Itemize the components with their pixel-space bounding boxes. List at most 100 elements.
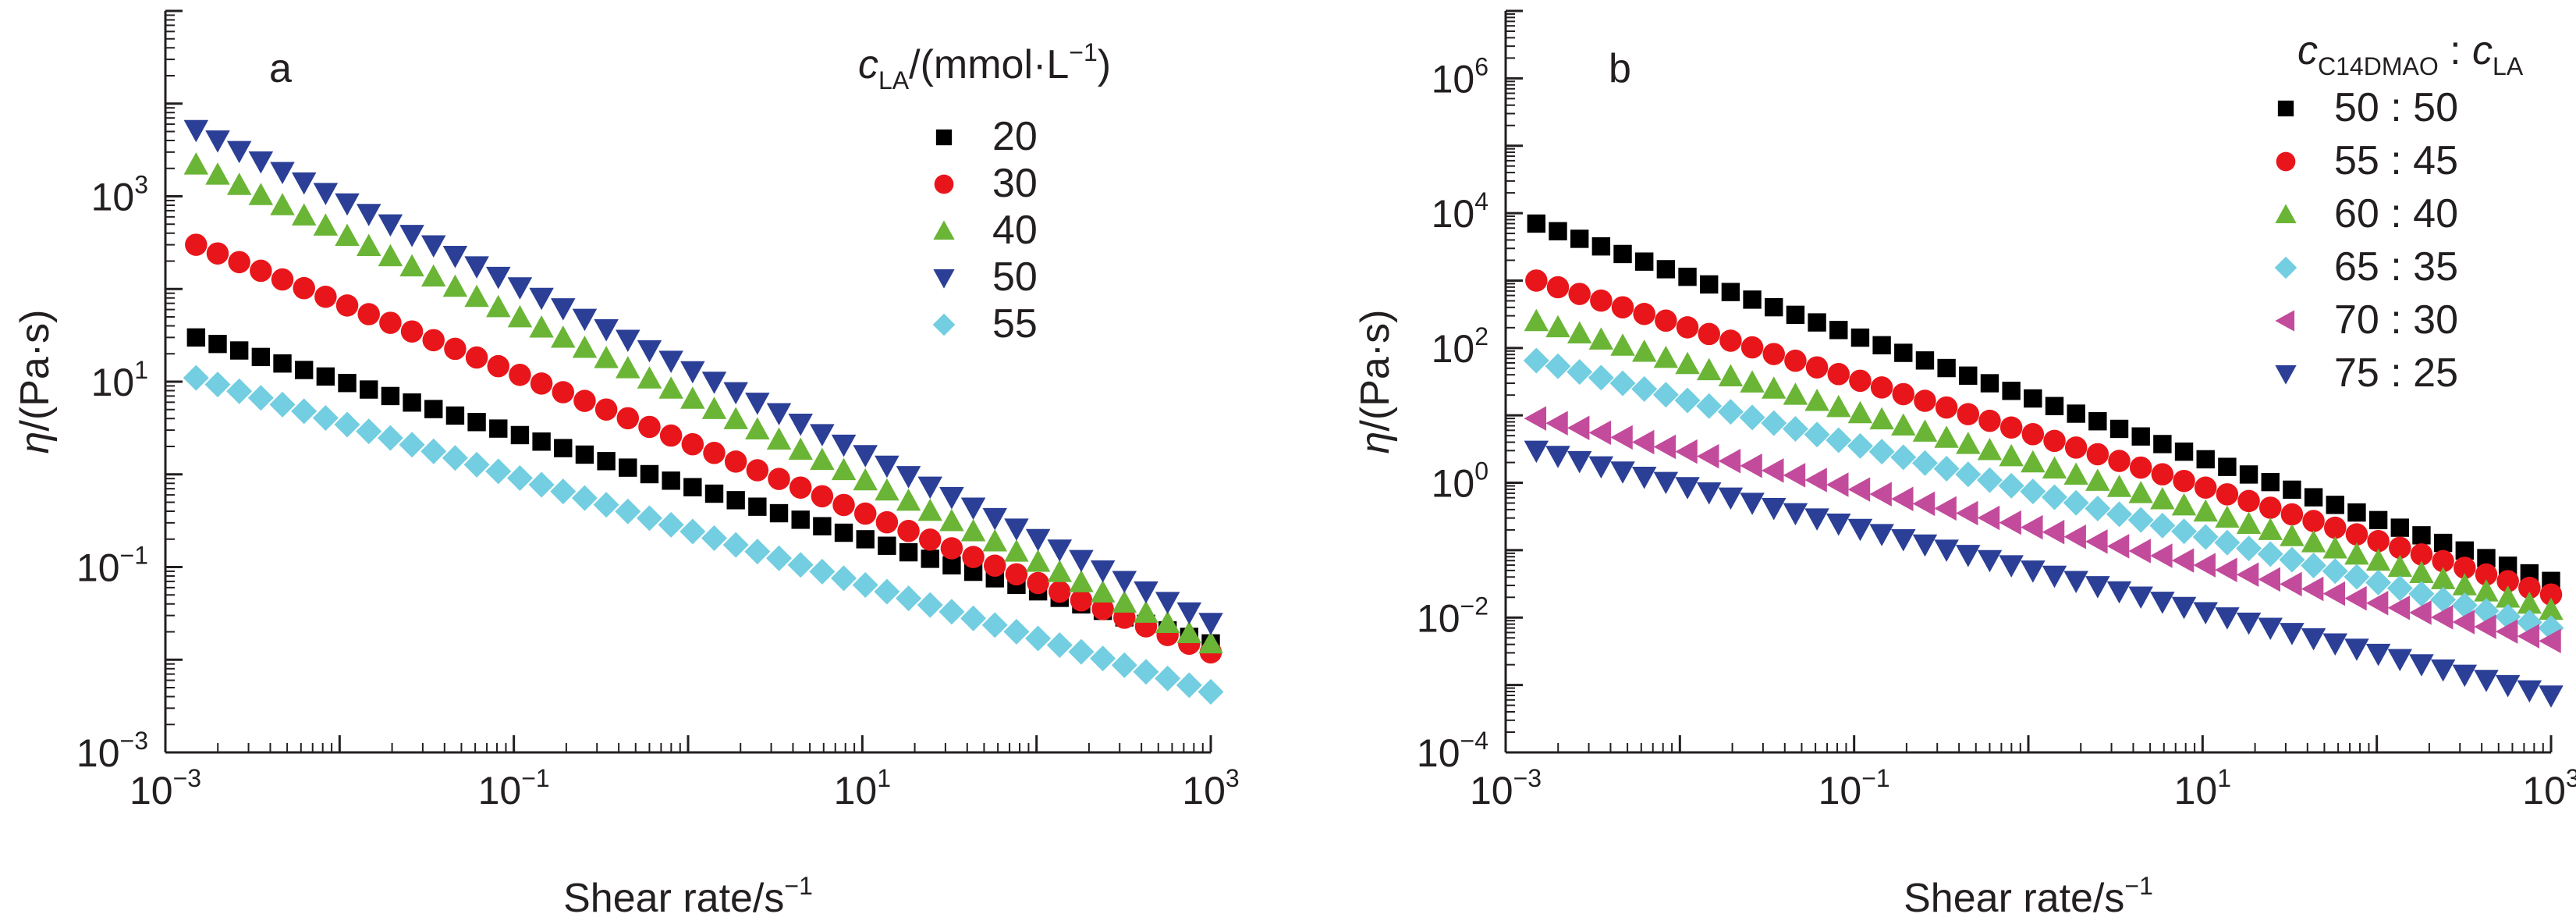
- data-point: [2063, 571, 2088, 593]
- data-point: [615, 498, 641, 525]
- data-point: [2518, 576, 2541, 599]
- data-point: [874, 578, 900, 605]
- data-point: [2021, 514, 2043, 540]
- data-point: [593, 492, 619, 518]
- data-point: [1590, 289, 1613, 312]
- data-point: [616, 407, 640, 430]
- data-point: [960, 497, 986, 520]
- data-point: [356, 204, 381, 226]
- data-point: [2042, 565, 2067, 589]
- data-point: [2216, 483, 2239, 506]
- data-point: [2171, 493, 2197, 516]
- data-point: [1826, 472, 1849, 497]
- data-point: [1956, 500, 1978, 526]
- y-tick-label: 10−2: [1417, 592, 1488, 640]
- data-point: [811, 485, 834, 508]
- data-point: [1678, 267, 1697, 286]
- data-point: [1980, 374, 1999, 393]
- data-point: [442, 445, 468, 471]
- data-point: [552, 381, 575, 404]
- data-point: [2301, 628, 2326, 651]
- data-point: [2108, 450, 2131, 472]
- data-point: [1955, 461, 1982, 488]
- data-point: [745, 393, 770, 415]
- data-point: [226, 172, 252, 195]
- data-point: [486, 266, 511, 290]
- data-point: [1611, 296, 1634, 318]
- data-point: [852, 571, 878, 598]
- data-point: [464, 256, 489, 279]
- data-point: [399, 254, 424, 277]
- data-point: [1826, 394, 1851, 418]
- data-point: [875, 478, 899, 501]
- data-point: [853, 502, 877, 525]
- data-point: [2171, 596, 2197, 620]
- data-point: [1740, 453, 1762, 478]
- data-point: [746, 459, 769, 482]
- series-50:50: [1527, 214, 2560, 590]
- data-point: [2495, 674, 2521, 698]
- data-point: [2539, 628, 2561, 653]
- legend-marker: [933, 220, 955, 240]
- data-point: [550, 478, 577, 505]
- y-tick-label: 104: [1432, 187, 1488, 236]
- data-point: [551, 298, 576, 321]
- data-point: [878, 536, 896, 555]
- data-point: [960, 605, 987, 631]
- data-point: [1198, 678, 1224, 705]
- data-point: [2174, 442, 2194, 461]
- data-point: [896, 466, 921, 489]
- data-point: [1591, 236, 1611, 256]
- data-point: [1761, 376, 1787, 399]
- series-20: [186, 328, 1220, 653]
- data-point: [2368, 510, 2388, 530]
- data-point: [1025, 549, 1051, 572]
- data-point: [2408, 581, 2435, 607]
- data-point: [659, 424, 683, 447]
- data-point: [1850, 328, 1870, 347]
- data-point: [185, 233, 208, 256]
- data-point: [463, 451, 490, 478]
- data-point: [226, 140, 252, 164]
- data-point: [1005, 563, 1028, 586]
- data-point: [1933, 456, 1960, 482]
- data-point: [1869, 407, 1894, 430]
- data-point: [507, 277, 533, 300]
- data-point: [1804, 508, 1829, 531]
- data-point: [2258, 496, 2282, 519]
- data-point: [1808, 313, 1826, 332]
- data-point: [2043, 429, 2066, 453]
- legend-label: 30: [992, 161, 1038, 206]
- data-point: [356, 233, 381, 257]
- data-point: [529, 287, 554, 311]
- data-point: [2021, 560, 2046, 583]
- data-point: [248, 151, 274, 174]
- data-point: [2539, 685, 2564, 708]
- data-point: [1567, 321, 1592, 343]
- series-65:35: [1523, 347, 2564, 642]
- legend-label: 50 : 50: [2334, 85, 2458, 130]
- data-point: [1761, 410, 1787, 436]
- data-point: [1892, 382, 1915, 406]
- data-point: [2301, 576, 2324, 602]
- data-point: [291, 398, 318, 425]
- data-point: [205, 162, 230, 185]
- data-point: [1999, 555, 2024, 578]
- y-tick-label: 10−4: [1417, 727, 1488, 775]
- data-point: [809, 558, 836, 585]
- data-point: [335, 294, 359, 317]
- data-point: [1652, 382, 1679, 408]
- data-point: [507, 304, 533, 328]
- data-point: [1740, 336, 1764, 359]
- data-point: [1631, 429, 1655, 455]
- panel-label: b: [1609, 46, 1631, 91]
- data-point: [2496, 570, 2519, 592]
- data-point: [2412, 526, 2431, 545]
- data-point: [571, 485, 598, 511]
- data-point: [467, 413, 486, 432]
- data-point: [1134, 600, 1158, 623]
- data-point: [679, 518, 706, 545]
- data-point: [1633, 302, 1655, 325]
- data-point: [271, 268, 294, 291]
- data-point: [2236, 562, 2259, 588]
